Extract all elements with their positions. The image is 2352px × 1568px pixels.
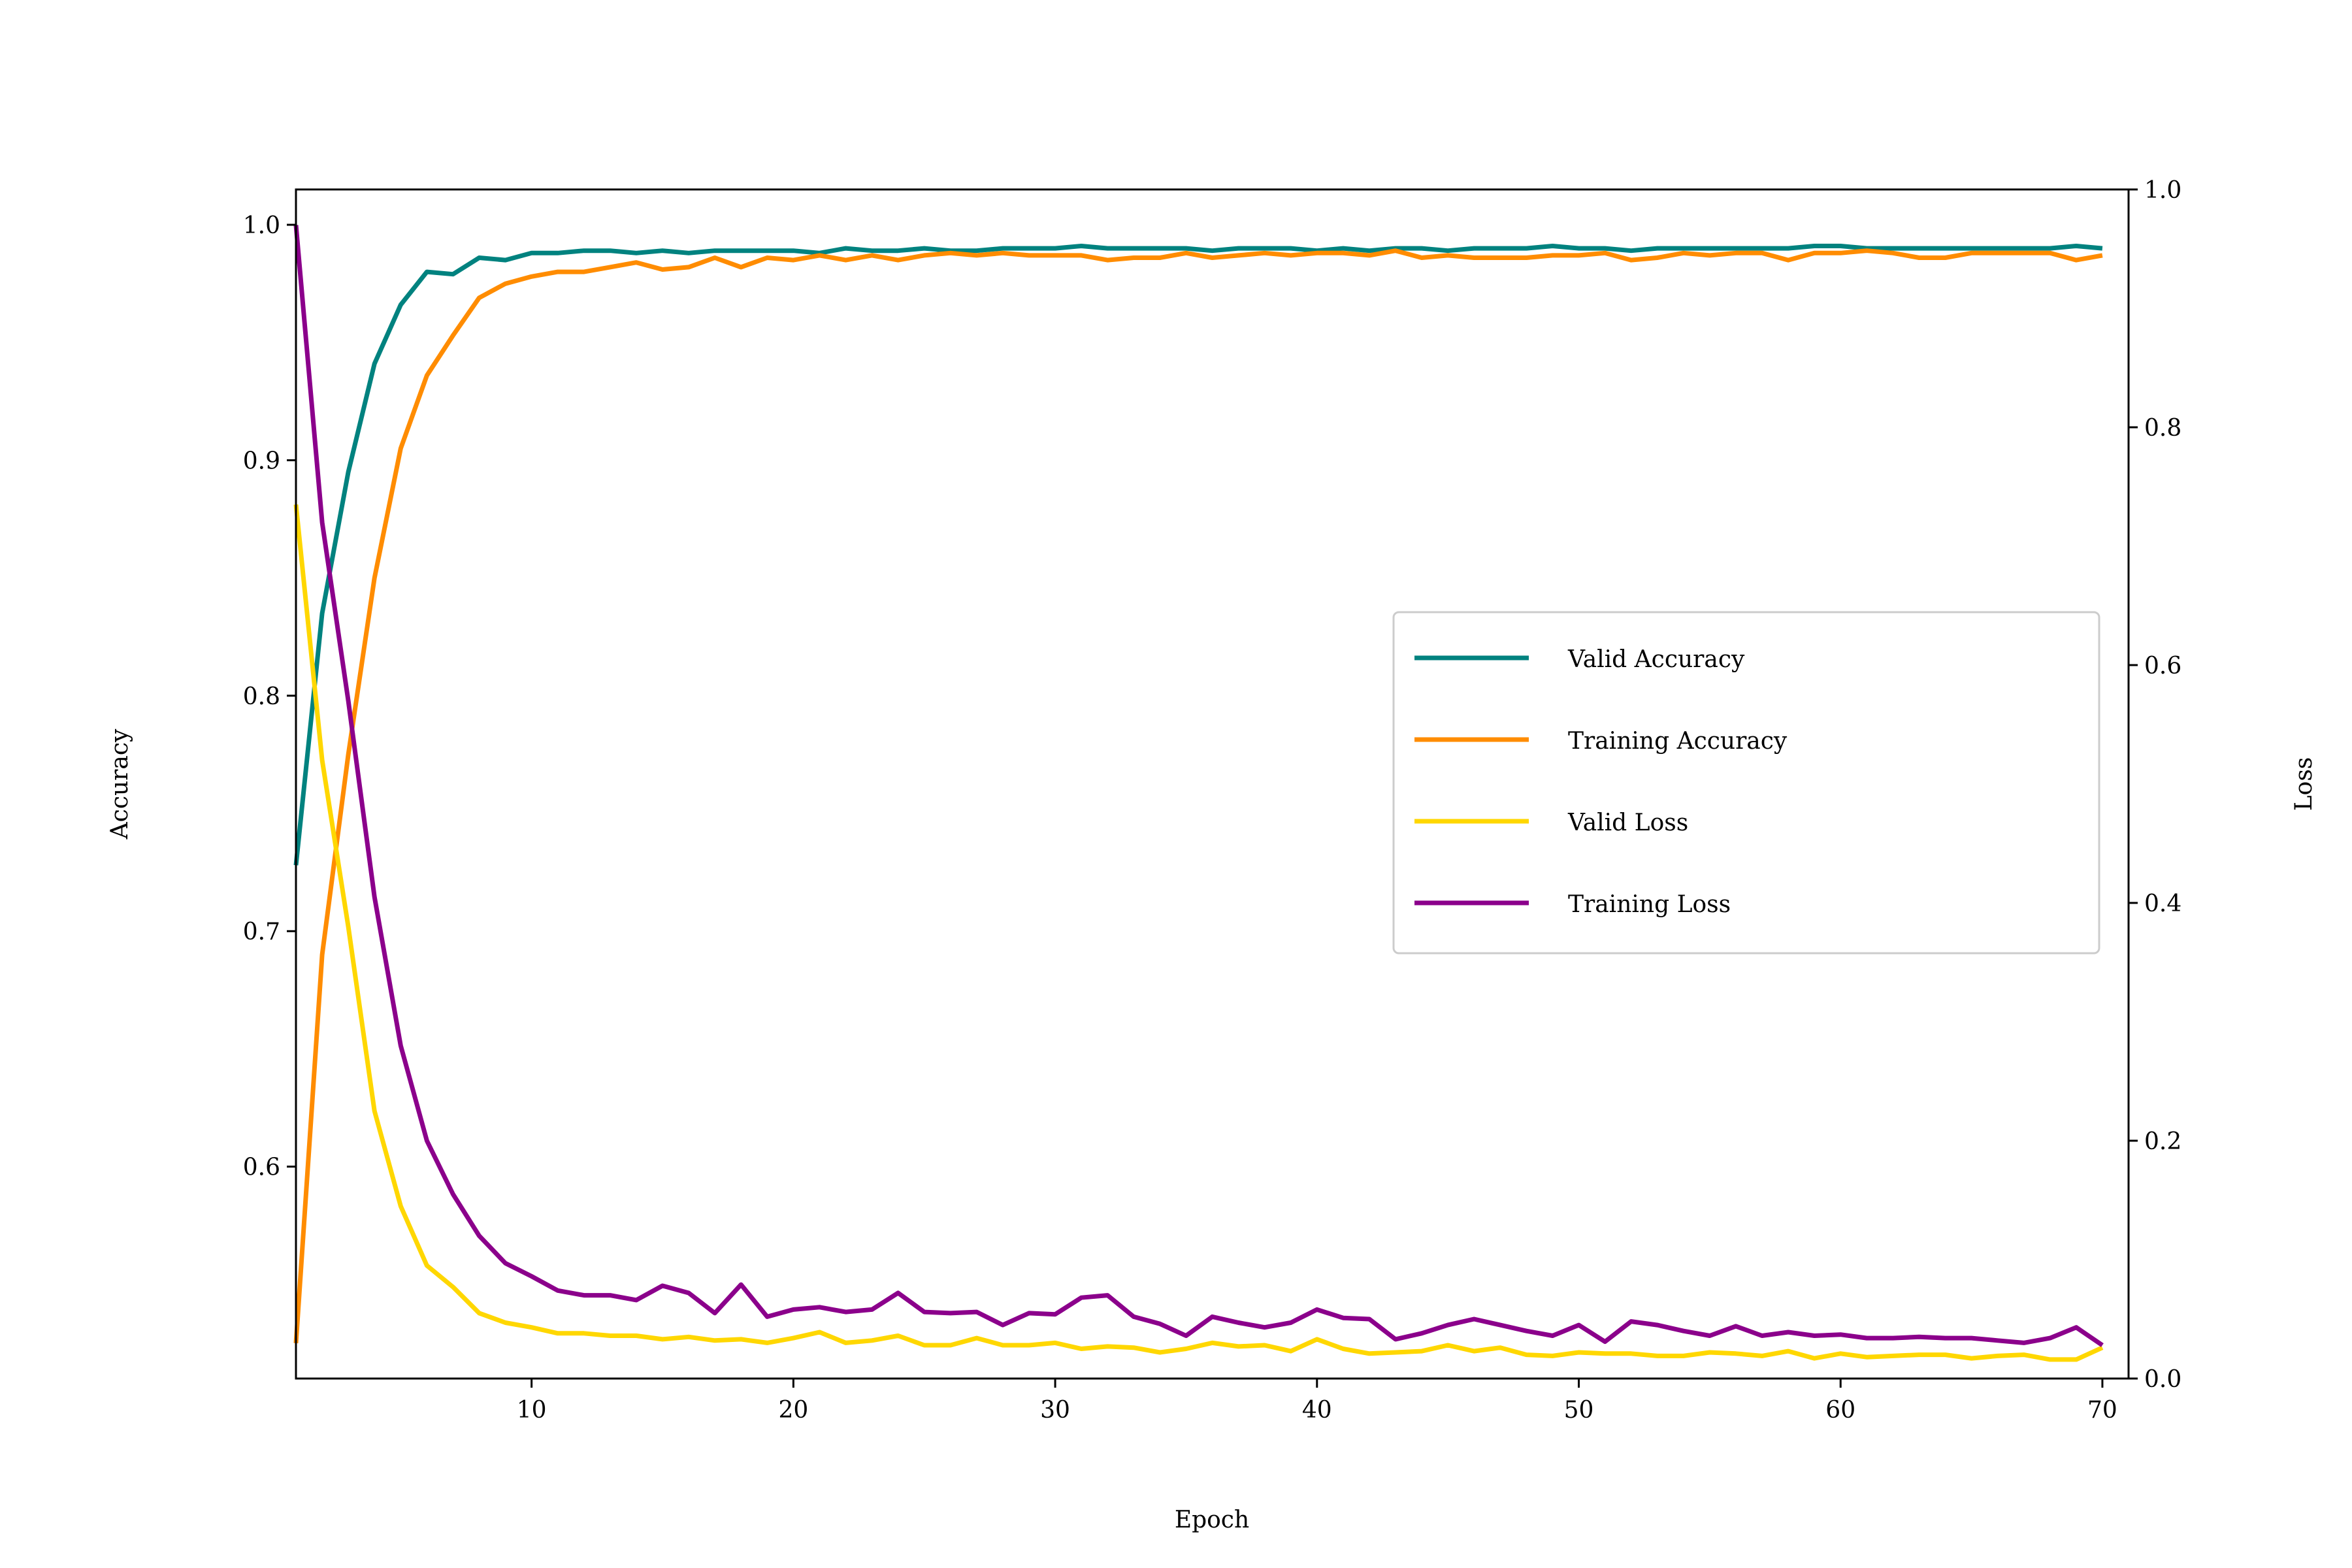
y-left-tick-label: 0.7	[243, 919, 280, 945]
y-right-tick-label: 0.8	[2144, 415, 2181, 442]
y-right-tick-label: 0.6	[2144, 653, 2181, 679]
y-left-tick-label: 0.8	[243, 683, 280, 710]
y-left-tick-label: 1.0	[243, 212, 280, 239]
legend-label-valid-loss: Valid Loss	[1567, 809, 1688, 836]
legend: Valid Accuracy Training Accuracy Valid Los…	[1392, 611, 2100, 955]
legend-box	[1392, 611, 2100, 955]
plot-frame	[295, 188, 2130, 1380]
y-right-tick-label: 0.0	[2144, 1366, 2181, 1393]
x-tick-label: 60	[1825, 1397, 1855, 1424]
x-axis: 10 20 30 40 50 60 70	[517, 1379, 2117, 1424]
y-left-tick-label: 0.9	[243, 448, 280, 474]
legend-label-valid-accuracy: Valid Accuracy	[1567, 646, 1745, 673]
y-axis-right: 0.0 0.2 0.4 0.6 0.8 1.0	[2129, 177, 2181, 1393]
series-line-training-accuracy	[293, 248, 2103, 1344]
x-tick-label: 20	[778, 1397, 808, 1424]
y-right-tick-label: 0.2	[2144, 1128, 2181, 1155]
series-line-training-loss	[293, 225, 2104, 1347]
x-tick-label: 30	[1040, 1397, 1070, 1424]
legend-label-training-loss: Training Loss	[1568, 891, 1731, 918]
y-axis-left-title: Accuracy	[106, 728, 133, 840]
x-tick-label: 70	[2087, 1397, 2117, 1424]
x-tick-label: 50	[1564, 1397, 1594, 1424]
series-layer	[293, 225, 2104, 1362]
plot-area	[293, 188, 2130, 1380]
y-right-tick-label: 0.4	[2144, 890, 2181, 917]
x-tick-label: 10	[517, 1397, 547, 1424]
x-tick-label: 40	[1302, 1397, 1332, 1424]
y-axis-right-title: Loss	[2291, 757, 2317, 811]
legend-label-training-accuracy: Training Accuracy	[1568, 728, 1788, 755]
x-axis-title: Epoch	[1175, 1507, 1249, 1533]
series-line-valid-accuracy	[293, 244, 2103, 866]
y-axis-left: 0.6 0.7 0.8 0.9 1.0	[243, 212, 296, 1181]
y-right-tick-label: 1.0	[2144, 177, 2181, 204]
series-line-valid-loss	[293, 504, 2104, 1362]
y-left-tick-label: 0.6	[243, 1154, 280, 1181]
legend-items: Valid Accuracy Training Accuracy Valid Los…	[1414, 646, 1788, 918]
